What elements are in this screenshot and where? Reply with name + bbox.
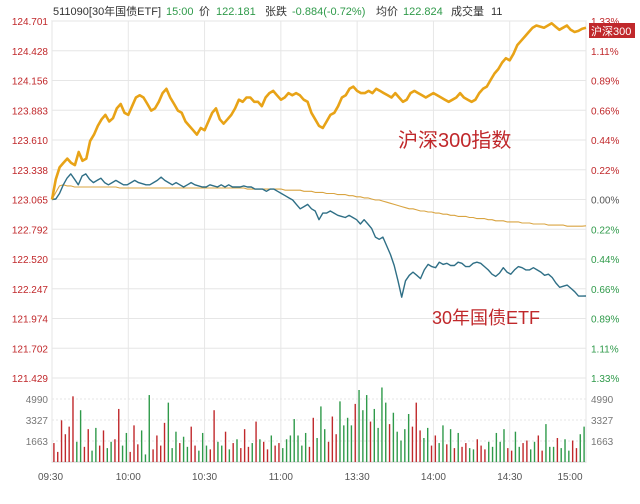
y-left-tick-label: 124.701 (12, 17, 49, 28)
x-tick-label: 15:00 (557, 472, 582, 483)
y-right-tick-label: 1.33% (591, 374, 619, 385)
y-right-tick-label: 0.44% (591, 255, 619, 266)
y-left-tick-label: 124.156 (12, 77, 49, 88)
csi300-tag-bg (589, 23, 635, 38)
x-tick-label: 11:00 (269, 472, 294, 483)
axes: 124.701 1.33% 124.428 1.11% 124.156 0.89% 123.… (12, 17, 620, 483)
series-line-bond-etf (51, 173, 587, 298)
y-left-tick-label: 123.065 (12, 196, 49, 207)
x-tick-label: 14:30 (497, 472, 522, 483)
header-bar: 511090[30年国债ETF] 15:00 价 122.181 张跌 -0.8… (53, 4, 502, 18)
y-right-tick-label: 0.89% (591, 315, 619, 326)
series-line-average (51, 184, 587, 227)
volume-tick-label-right: 4990 (591, 395, 614, 406)
y-right-tick-label: 0.00% (591, 196, 619, 207)
header-volume: 11 (491, 6, 502, 18)
y-left-tick-label: 123.883 (12, 106, 49, 117)
y-right-tick-label: 0.22% (591, 166, 619, 177)
volume-tick-label: 4990 (26, 395, 49, 406)
y-left-tick-label: 124.428 (12, 47, 49, 58)
volume-tick-label: 1663 (26, 437, 49, 448)
y-left-tick-label: 122.247 (12, 285, 49, 296)
y-left-tick-label: 122.520 (12, 255, 49, 266)
header-code: 511090[30年国债ETF] (53, 4, 161, 18)
volume-tick-label-right: 1663 (591, 437, 614, 448)
grid (51, 20, 587, 463)
header-price-label: 价 (199, 5, 210, 18)
volume-bars (53, 387, 585, 462)
header-time: 15:00 (166, 6, 194, 18)
y-right-tick-label: 0.89% (591, 77, 619, 88)
volume-tick-label-right: 3327 (591, 416, 614, 427)
y-left-tick-label: 121.974 (12, 315, 49, 326)
y-left-tick-label: 121.429 (12, 374, 49, 385)
x-tick-label: 09:30 (38, 472, 63, 483)
x-tick-label: 13:30 (345, 472, 370, 483)
header-avg: 122.824 (403, 6, 443, 18)
y-left-tick-label: 123.610 (12, 136, 49, 147)
y-left-tick-label: 122.792 (12, 225, 49, 236)
y-right-tick-label: 0.66% (591, 285, 619, 296)
y-left-tick-label: 123.338 (12, 166, 49, 177)
series-line-csi300 (50, 21, 587, 200)
y-left-tick-label: 121.702 (12, 344, 49, 355)
y-right-tick-label: 1.33% (591, 17, 619, 28)
y-right-tick-label: 0.66% (591, 106, 619, 117)
y-right-tick-label: 1.11% (591, 47, 619, 58)
annotation-csi300: 沪深300指数 (398, 129, 511, 152)
header-change: -0.884(-0.72%) (292, 6, 365, 18)
header-avg-label: 均价 (376, 5, 398, 18)
header-change-label: 张跌 (265, 4, 287, 18)
x-tick-label: 10:00 (116, 472, 141, 483)
x-tick-label: 14:00 (421, 472, 446, 483)
price-lines (50, 21, 587, 298)
x-tick-label: 10:30 (192, 472, 217, 483)
csi300-tag: 沪深300 (591, 24, 631, 38)
header-volume-label: 成交量 (451, 4, 484, 18)
annotation-bond-etf: 30年国债ETF (432, 308, 540, 328)
header-price: 122.181 (216, 6, 256, 18)
y-right-tick-label: 0.44% (591, 136, 619, 147)
volume-tick-label: 3327 (26, 416, 49, 427)
y-right-tick-label: 1.11% (591, 344, 619, 355)
y-right-tick-label: 0.22% (591, 225, 619, 236)
